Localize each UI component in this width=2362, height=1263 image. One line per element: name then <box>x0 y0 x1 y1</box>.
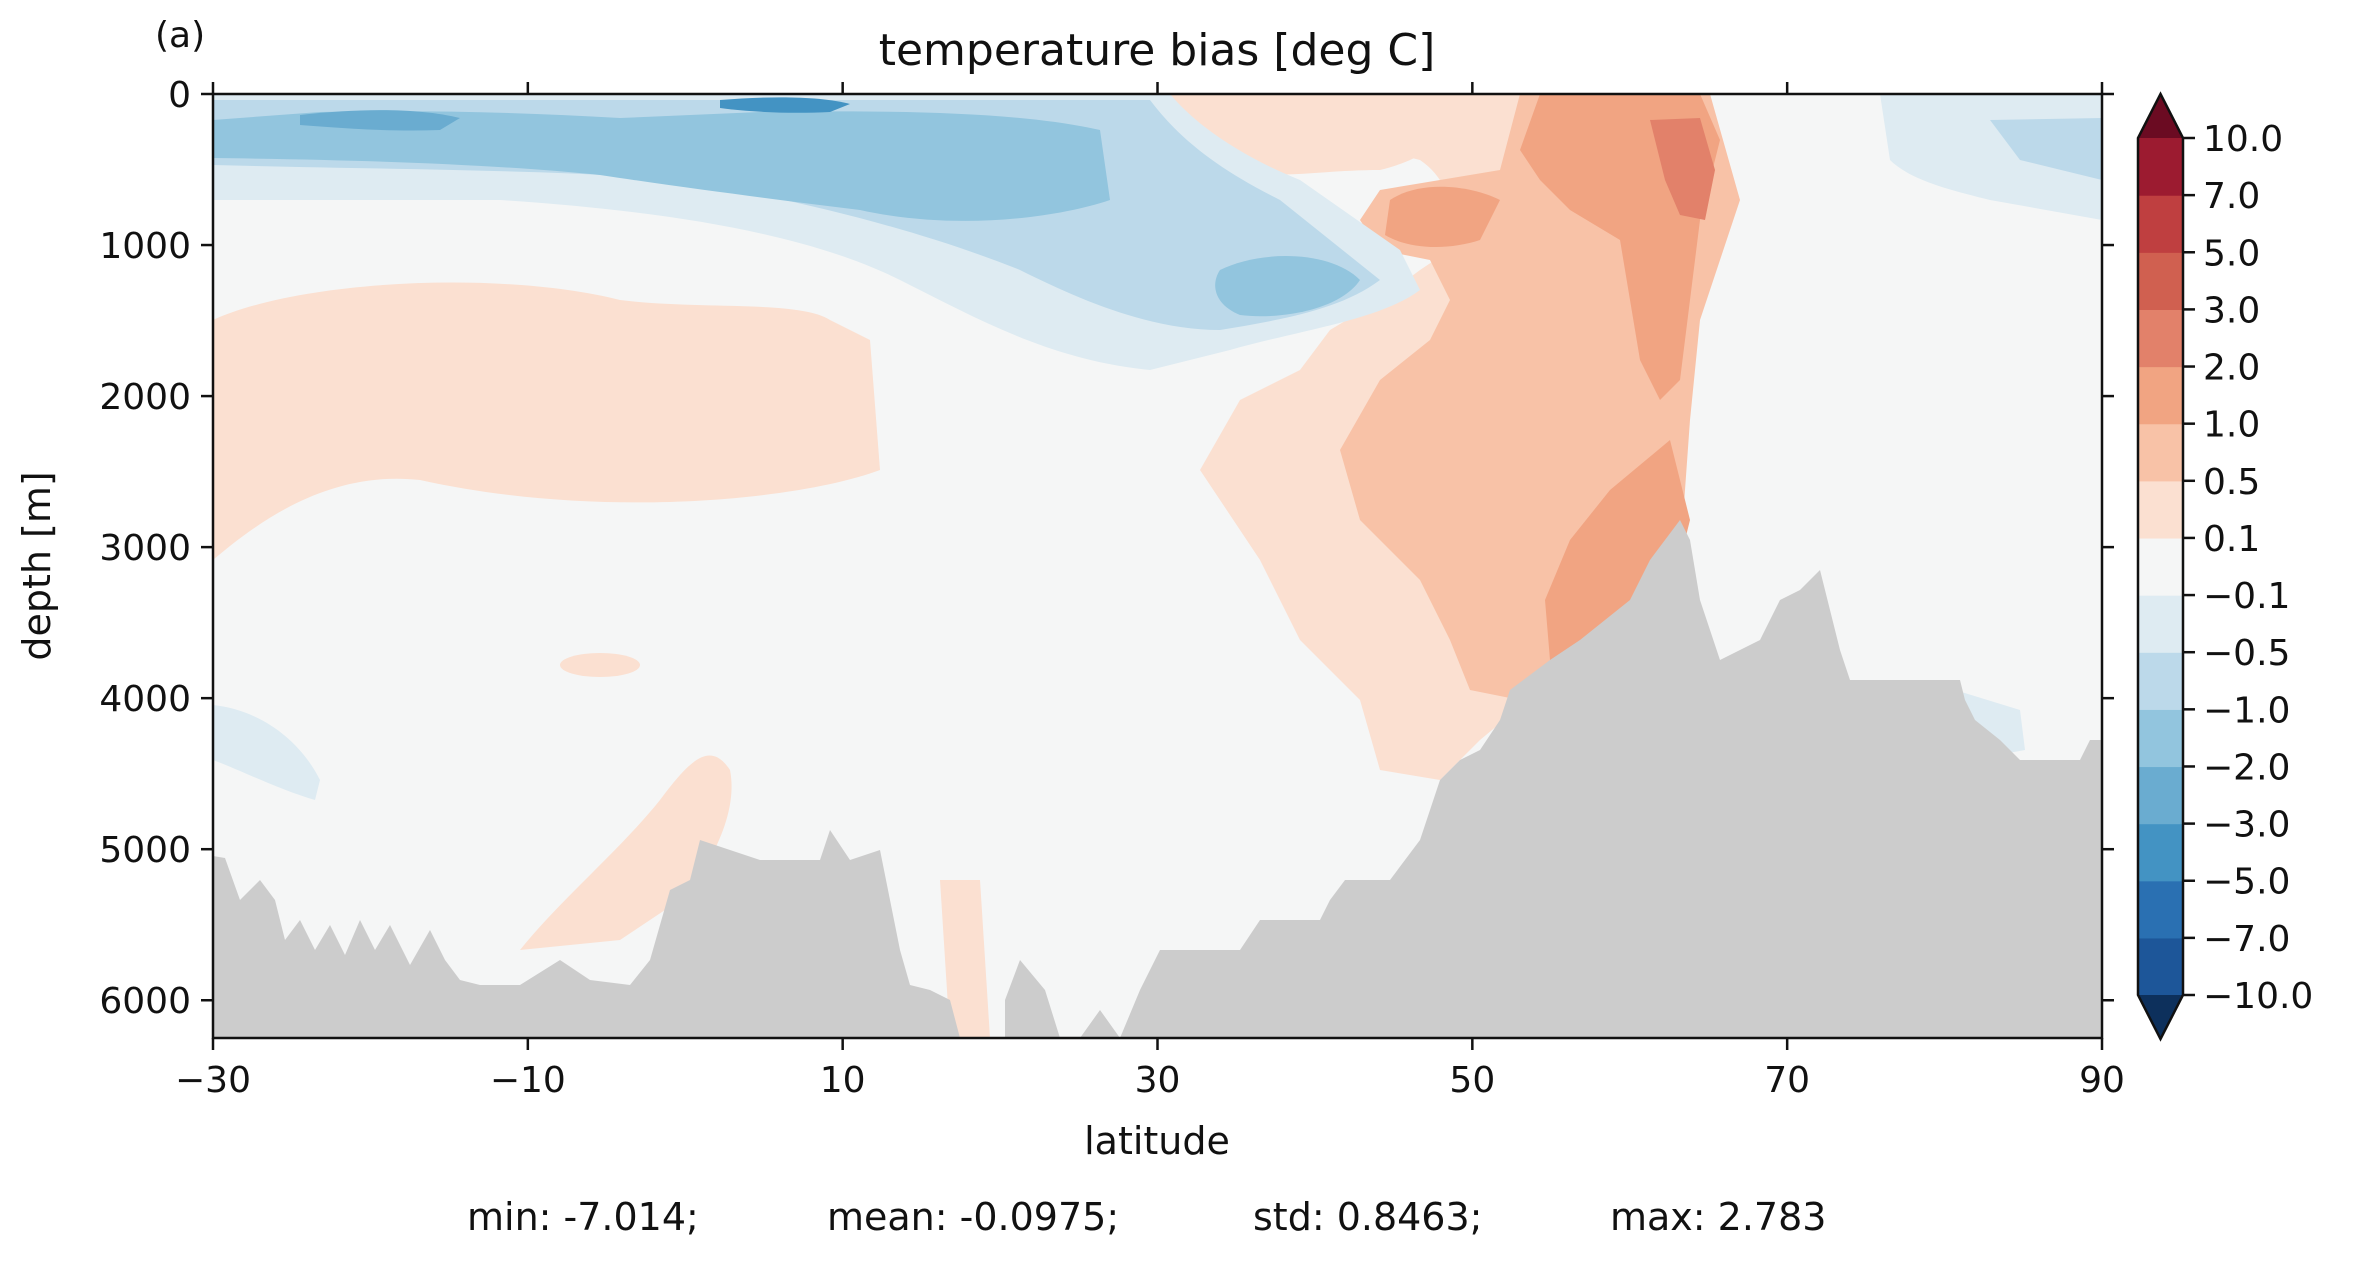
stat-mean: mean: -0.0975; <box>827 1195 1120 1239</box>
colorbar-segment <box>2138 537 2183 596</box>
x-tick-label: 70 <box>1764 1060 1810 1101</box>
stat-max: max: 2.783 <box>1610 1195 1827 1239</box>
seafloor-mask <box>213 520 2102 1038</box>
colorbar-tick-label: −0.1 <box>2203 576 2290 617</box>
chart-title: temperature bias [deg C] <box>879 25 1436 76</box>
warm-blob-deep <box>560 653 640 677</box>
x-tick-label: −30 <box>175 1060 251 1101</box>
y-tick-label: 2000 <box>99 377 191 418</box>
colorbar-tick-label: 2.0 <box>2203 348 2260 389</box>
colorbar-segment <box>2138 766 2183 825</box>
colorbar-tick-label: 10.0 <box>2203 119 2283 160</box>
stat-min: min: -7.014; <box>467 1195 699 1239</box>
y-tick-label: 0 <box>168 75 191 116</box>
x-tick-label: 50 <box>1449 1060 1495 1101</box>
colorbar-segment <box>2138 480 2183 539</box>
cold-region-subsurface <box>1215 256 1360 317</box>
colorbar-segment <box>2138 652 2183 710</box>
warm-region-deep-mid <box>520 755 732 950</box>
colorbar-tick-label: −1.0 <box>2203 690 2290 731</box>
plot-area <box>213 94 2102 1038</box>
colorbar: −10.0 −7.0 −5.0 −3.0 −2.0 −1.0 −0.5 −0.1 0.1 0.5 1… <box>2136 91 2313 1042</box>
x-tick-label: −10 <box>490 1060 566 1101</box>
colorbar-tick-label: 5.0 <box>2203 233 2260 274</box>
colorbar-tick-label: 0.1 <box>2203 519 2260 560</box>
colorbar-segment <box>2138 309 2183 368</box>
colorbar-tick-label: −5.0 <box>2203 862 2290 903</box>
colorbar-segment <box>2138 195 2183 253</box>
warm-region-south-deep <box>213 282 880 560</box>
colorbar-segment <box>2138 709 2183 768</box>
cold-region-deep-south <box>213 705 320 800</box>
x-tick-label: 30 <box>1135 1060 1181 1101</box>
y-axis-label: depth [m] <box>15 471 59 660</box>
colorbar-tick-label: −10.0 <box>2203 976 2313 1017</box>
y-tick-label: 3000 <box>99 528 191 569</box>
cold-core-west <box>300 110 460 131</box>
panel-label: (a) <box>155 15 205 56</box>
warm-region-shallow-strong <box>1385 186 1500 247</box>
colorbar-segment <box>2138 595 2183 653</box>
x-axis-label: latitude <box>1084 1119 1230 1163</box>
colorbar-segment <box>2138 880 2183 939</box>
colorbar-tick-label: −3.0 <box>2203 805 2290 846</box>
colorbar-tick-label: 0.5 <box>2203 462 2260 503</box>
colorbar-tick-label: −2.0 <box>2203 747 2290 788</box>
x-tick-label: 10 <box>820 1060 866 1101</box>
colorbar-segment <box>2138 138 2183 196</box>
colorbar-tick-label: −0.5 <box>2203 633 2290 674</box>
y-tick-label: 1000 <box>99 226 191 267</box>
colorbar-tick-label: −7.0 <box>2203 919 2290 960</box>
cold-region-upper-strong <box>213 111 1110 221</box>
colorbar-tick-label: 1.0 <box>2203 405 2260 446</box>
y-tick-label: 4000 <box>99 679 191 720</box>
colorbar-under-extension <box>2138 995 2183 1039</box>
colorbar-segment <box>2138 823 2183 882</box>
stat-std: std: 0.8463; <box>1253 1195 1483 1239</box>
colorbar-segment <box>2138 423 2183 482</box>
colorbar-tick-label: 3.0 <box>2203 290 2260 331</box>
colorbar-over-extension <box>2138 94 2183 138</box>
colorbar-segment <box>2138 937 2183 996</box>
stats-line: min: -7.014; mean: -0.0975; std: 0.8463;… <box>0 1195 2362 1245</box>
warm-region-deep-equator <box>940 880 990 1038</box>
cold-region-arctic-mid <box>1990 118 2102 180</box>
colorbar-segment <box>2138 366 2183 425</box>
colorbar-tick-label: 7.0 <box>2203 176 2260 217</box>
x-tick-label: 90 <box>2079 1060 2125 1101</box>
y-tick-label: 5000 <box>99 830 191 871</box>
colorbar-segment <box>2138 252 2183 310</box>
x-axis: −30 −10 10 30 50 70 90 <box>175 82 2125 1101</box>
y-tick-label: 6000 <box>99 981 191 1022</box>
warm-region-north-lower <box>1545 440 1690 660</box>
cold-core-surface <box>720 97 850 113</box>
warm-max-region <box>1650 118 1715 220</box>
y-axis: 0 1000 2000 3000 4000 5000 6000 <box>99 75 2114 1022</box>
